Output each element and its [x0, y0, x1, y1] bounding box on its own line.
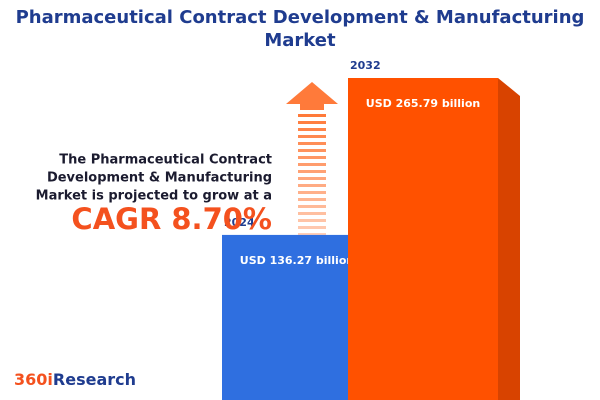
brand: 360iResearch: [14, 370, 136, 389]
chart-title: Pharmaceutical Contract Development & Ma…: [16, 7, 585, 51]
cagr-highlight: CAGR 8.70%: [71, 202, 272, 236]
description-line: Development & Manufacturing: [47, 171, 272, 186]
category-label: 2032: [350, 59, 381, 72]
description-line: The Pharmaceutical Contract: [59, 153, 272, 168]
brand-mark: 360i: [14, 370, 53, 389]
bar-side: [498, 78, 520, 400]
brand-name: Research: [53, 370, 136, 389]
value-label: USD 136.27 billion: [240, 254, 354, 267]
description-line: Market is projected to grow at a: [36, 189, 272, 204]
bar: [348, 78, 498, 400]
category-label: 2024: [224, 216, 255, 229]
value-label: USD 265.79 billion: [366, 97, 480, 110]
bar: [222, 234, 372, 400]
